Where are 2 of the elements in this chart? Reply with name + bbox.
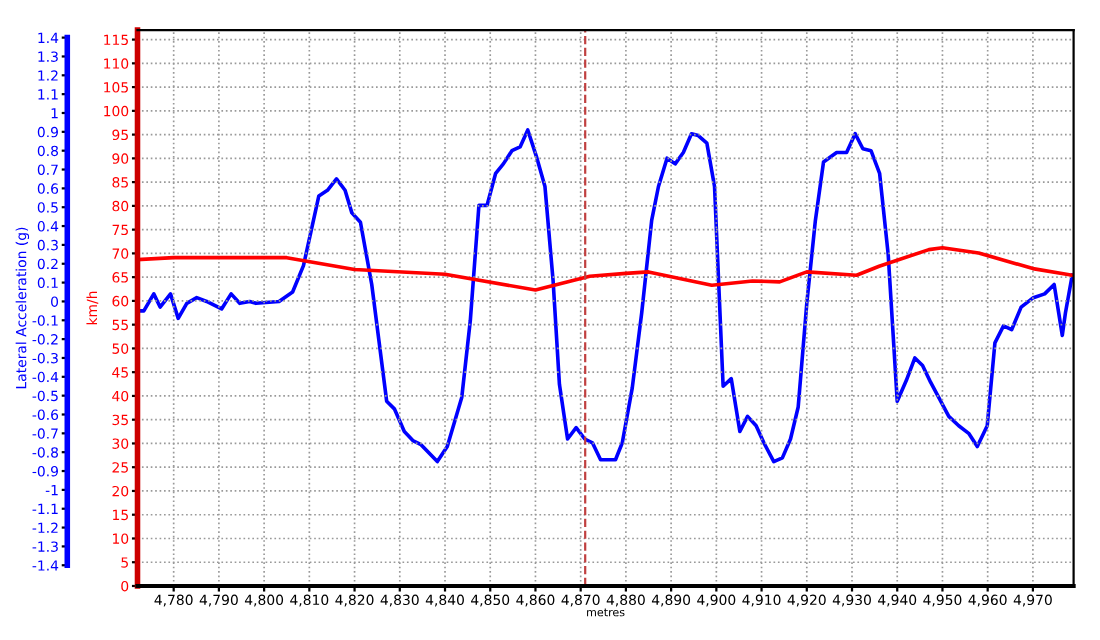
line-series [137,128,1074,464]
line-series [137,245,1074,292]
